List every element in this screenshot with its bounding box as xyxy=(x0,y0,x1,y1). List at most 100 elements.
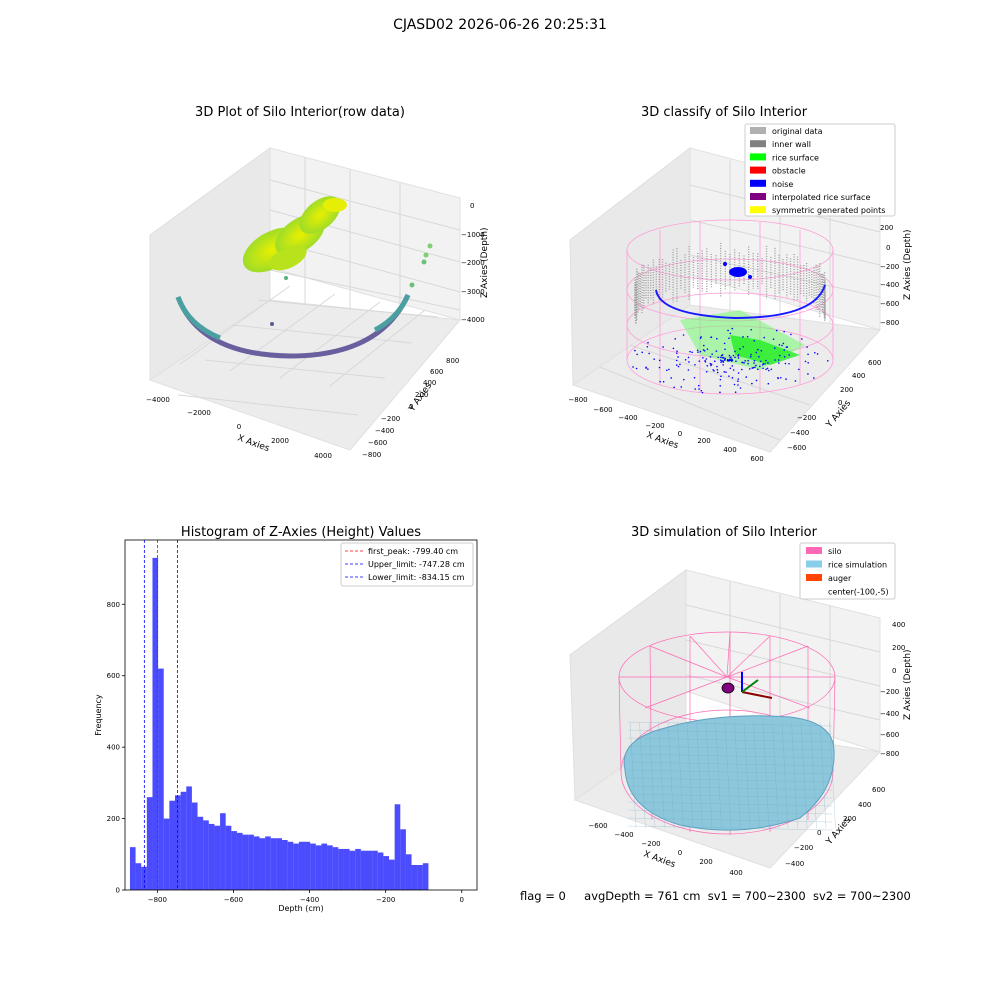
histogram-bar xyxy=(191,802,198,890)
histogram-bar xyxy=(343,848,350,890)
svg-text:−3000: −3000 xyxy=(461,288,485,296)
grid-lines xyxy=(177,158,461,416)
histogram-bar xyxy=(270,838,277,890)
svg-text:200: 200 xyxy=(892,644,905,652)
sv2-value: sv2 = 700~2300 xyxy=(812,889,911,903)
histogram-bar xyxy=(180,791,187,890)
pane-floor xyxy=(148,299,461,451)
histogram-bar xyxy=(152,557,159,890)
status-line: flag = 0 avgDepth = 761 cm sv1 = 700~230… xyxy=(520,889,911,903)
panel-simulation-3d: 3D simulation of Silo Interior xyxy=(568,525,913,877)
histogram-bar xyxy=(197,816,204,890)
z-axis-label: Z Axies (Depth) xyxy=(903,649,913,720)
svg-text:−800: −800 xyxy=(362,451,381,459)
legend-swatch xyxy=(750,193,766,200)
svg-text:−200: −200 xyxy=(880,688,899,696)
svg-text:200: 200 xyxy=(415,391,428,399)
histogram-bar xyxy=(405,854,412,890)
svg-text:0: 0 xyxy=(838,399,842,407)
legend-label: obstacle xyxy=(772,167,806,176)
legend-label: noise xyxy=(772,180,793,189)
svg-text:−400: −400 xyxy=(880,710,899,718)
svg-text:−200: −200 xyxy=(641,840,660,848)
histogram-bar xyxy=(259,838,266,890)
svg-text:−800: −800 xyxy=(880,319,899,327)
legend-label: center(-100,-5) xyxy=(828,588,889,597)
legend-swatch xyxy=(750,166,766,174)
svg-text:4000: 4000 xyxy=(314,452,332,460)
histogram-bar xyxy=(282,840,288,890)
histogram-bar xyxy=(377,852,384,890)
histogram-bar xyxy=(236,832,243,890)
legend-swatch xyxy=(806,574,822,581)
svg-text:−1000: −1000 xyxy=(461,231,485,239)
legend-swatch xyxy=(806,560,822,568)
y-tick-label: 200 xyxy=(107,815,120,823)
histogram-bar xyxy=(321,843,328,890)
histogram-bar xyxy=(186,786,192,890)
histogram-bar xyxy=(394,804,401,890)
rice-surface-dense xyxy=(730,335,800,365)
axis-ticks: −4000 −2000 0 2000 4000 −800 −600 −400 −… xyxy=(146,202,485,460)
svg-text:−4000: −4000 xyxy=(461,316,485,324)
histogram-bar xyxy=(208,823,215,890)
histogram-bar xyxy=(422,863,429,890)
histogram-bar xyxy=(231,831,237,890)
panel-histogram: Histogram of Z-Axies (Height) Values −80… xyxy=(94,525,478,913)
histogram-bar xyxy=(242,834,249,890)
histogram-bar xyxy=(360,850,367,890)
rice-simulation-mesh xyxy=(627,721,836,831)
pane-floor xyxy=(571,304,882,453)
legend-label: interpolated rice surface xyxy=(772,193,870,202)
y-axis-label: Y Axies xyxy=(824,815,853,847)
svg-text:−200: −200 xyxy=(645,422,664,430)
histogram-bar xyxy=(389,859,395,890)
svg-text:−400: −400 xyxy=(618,414,637,422)
legend-swatch xyxy=(750,179,766,187)
svg-text:0: 0 xyxy=(892,667,896,675)
svg-text:600: 600 xyxy=(872,786,885,794)
svg-text:400: 400 xyxy=(729,869,742,877)
svg-text:−400: −400 xyxy=(375,427,394,435)
histogram-bar xyxy=(163,818,170,890)
legend-label: rice surface xyxy=(772,153,819,162)
panel-title: 3D simulation of Silo Interior xyxy=(631,525,818,540)
histogram-bar xyxy=(276,838,283,890)
panel-classify-3d: 3D classify of Silo Interior xyxy=(568,105,913,463)
svg-text:400: 400 xyxy=(852,372,865,380)
svg-text:−200: −200 xyxy=(794,844,813,852)
inner-wall-points xyxy=(634,242,826,325)
x-axis-label: Depth (cm) xyxy=(278,904,323,913)
legend-swatch xyxy=(806,547,822,554)
svg-text:−400: −400 xyxy=(614,831,633,839)
histogram-bar xyxy=(400,829,406,890)
legend: silo rice simulation auger center(-100,-5) xyxy=(799,542,896,600)
svg-text:200: 200 xyxy=(843,815,856,823)
svg-text:200: 200 xyxy=(880,224,893,232)
svg-text:200: 200 xyxy=(697,437,710,445)
svg-text:0: 0 xyxy=(237,423,241,431)
histogram-bar xyxy=(411,865,418,890)
legend-label: symmetric generated points xyxy=(772,206,885,215)
y-tick-label: 400 xyxy=(107,744,120,752)
legend-label: silo xyxy=(828,547,842,556)
x-axis-label: X Axies xyxy=(645,430,680,451)
svg-text:0: 0 xyxy=(470,202,474,210)
svg-text:800: 800 xyxy=(446,357,459,365)
histogram-bar xyxy=(220,813,226,890)
legend-label: inner wall xyxy=(772,140,811,149)
svg-text:−800: −800 xyxy=(568,396,587,404)
histogram-bar xyxy=(383,856,390,890)
avg-depth-value: avgDepth = 761 cm xyxy=(584,889,701,903)
svg-text:−200: −200 xyxy=(797,414,816,422)
histogram-bar xyxy=(135,863,142,890)
legend-swatch xyxy=(750,127,766,134)
svg-text:0: 0 xyxy=(678,849,682,857)
svg-text:−2000: −2000 xyxy=(187,409,211,417)
histogram-bar xyxy=(175,795,181,890)
histogram-bar xyxy=(141,866,147,890)
svg-text:600: 600 xyxy=(750,455,763,463)
legend-swatch xyxy=(750,153,766,161)
histogram-bar xyxy=(298,841,305,890)
surface-points xyxy=(242,196,433,326)
